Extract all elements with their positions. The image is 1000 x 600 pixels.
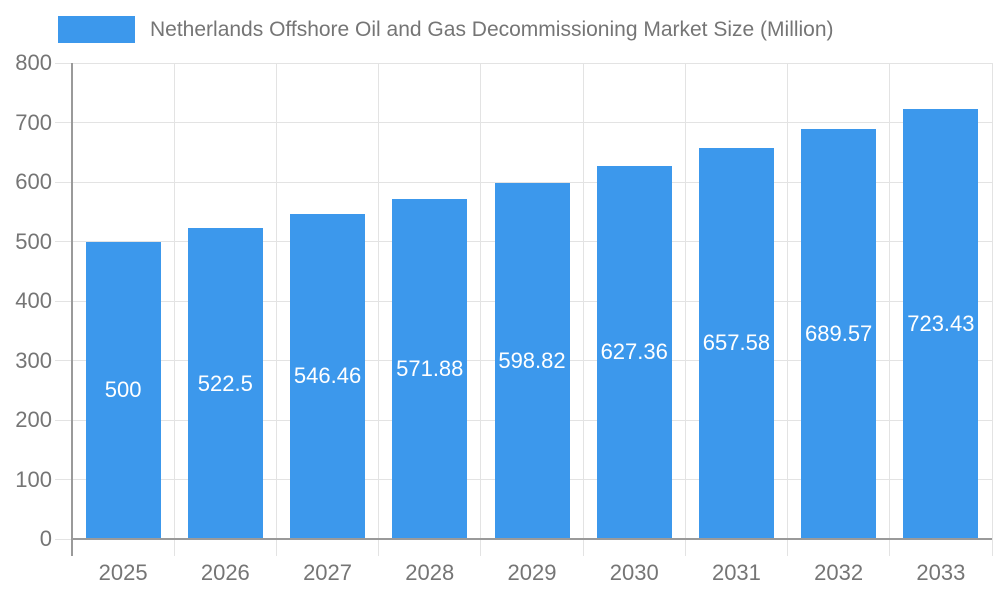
y-tick-label: 200 <box>15 407 52 432</box>
h-gridline <box>72 122 992 123</box>
x-tick-label: 2025 <box>98 560 148 585</box>
y-tick-label: 100 <box>15 466 52 492</box>
bar-value-label: 627.36 <box>600 339 668 365</box>
x-tick-label: 2029 <box>507 560 557 585</box>
y-axis-tick <box>55 62 72 64</box>
y-axis-tick <box>55 122 72 123</box>
bar[interactable] <box>698 147 774 539</box>
x-axis-tick <box>889 539 891 556</box>
y-axis-tick <box>55 360 72 361</box>
x-axis-tick <box>275 539 277 556</box>
x-tick-label: 2030 <box>609 560 659 585</box>
y-tick-label: 500 <box>15 228 52 254</box>
y-axis-tick <box>55 181 72 183</box>
bar-value-label: 723.43 <box>907 310 975 336</box>
bar-value-label: 598.82 <box>498 347 566 373</box>
x-tick-label: 2033 <box>916 560 966 585</box>
bar-value-label: 689.57 <box>805 320 873 346</box>
legend-swatch-icon <box>58 16 135 43</box>
bar[interactable] <box>801 128 877 539</box>
legend: Netherlands Offshore Oil and Gas Decommi… <box>58 16 834 43</box>
h-gridline <box>72 62 992 64</box>
x-tick-label: 2028 <box>405 560 455 585</box>
y-axis-tick <box>55 538 72 540</box>
bar[interactable] <box>187 228 263 539</box>
legend-label: Netherlands Offshore Oil and Gas Decommi… <box>150 17 834 41</box>
bar-value-label: 546.46 <box>293 363 362 389</box>
x-axis-tick <box>991 539 993 556</box>
y-axis-tick <box>55 300 72 302</box>
x-axis-tick <box>378 539 380 556</box>
y-tick-label: 600 <box>15 169 52 194</box>
bar[interactable] <box>290 213 366 539</box>
bar[interactable] <box>85 241 161 539</box>
x-tick-label: 2027 <box>303 560 353 585</box>
x-axis-tick <box>582 539 584 556</box>
y-axis-tick <box>55 479 72 480</box>
x-axis-tick <box>480 539 482 556</box>
y-tick-label: 800 <box>15 50 52 75</box>
x-axis-tick <box>684 539 686 556</box>
v-gridline <box>991 63 993 539</box>
h-gridline <box>72 181 992 183</box>
x-axis-tick <box>173 539 175 556</box>
y-tick-label: 300 <box>15 347 52 373</box>
y-tick-label: 400 <box>15 288 52 313</box>
x-tick-label: 2026 <box>200 560 250 585</box>
bar-value-label: 522.5 <box>197 370 253 396</box>
x-tick-label: 2031 <box>711 560 761 585</box>
x-tick-label: 2032 <box>814 560 864 585</box>
bar-value-label: 571.88 <box>396 355 464 381</box>
bar-value-label: 500 <box>104 377 142 403</box>
y-axis-tick <box>55 419 72 421</box>
bar[interactable] <box>494 182 570 539</box>
y-tick-label: 700 <box>15 109 52 135</box>
bar[interactable] <box>596 165 672 539</box>
bar[interactable] <box>903 108 979 539</box>
bar-value-label: 657.58 <box>702 330 771 356</box>
y-axis-tick <box>55 241 72 242</box>
y-axis-line <box>71 63 73 556</box>
x-axis-line <box>71 538 992 540</box>
bar[interactable] <box>392 198 468 539</box>
y-tick-label: 0 <box>39 526 52 551</box>
x-axis-tick <box>787 539 789 556</box>
